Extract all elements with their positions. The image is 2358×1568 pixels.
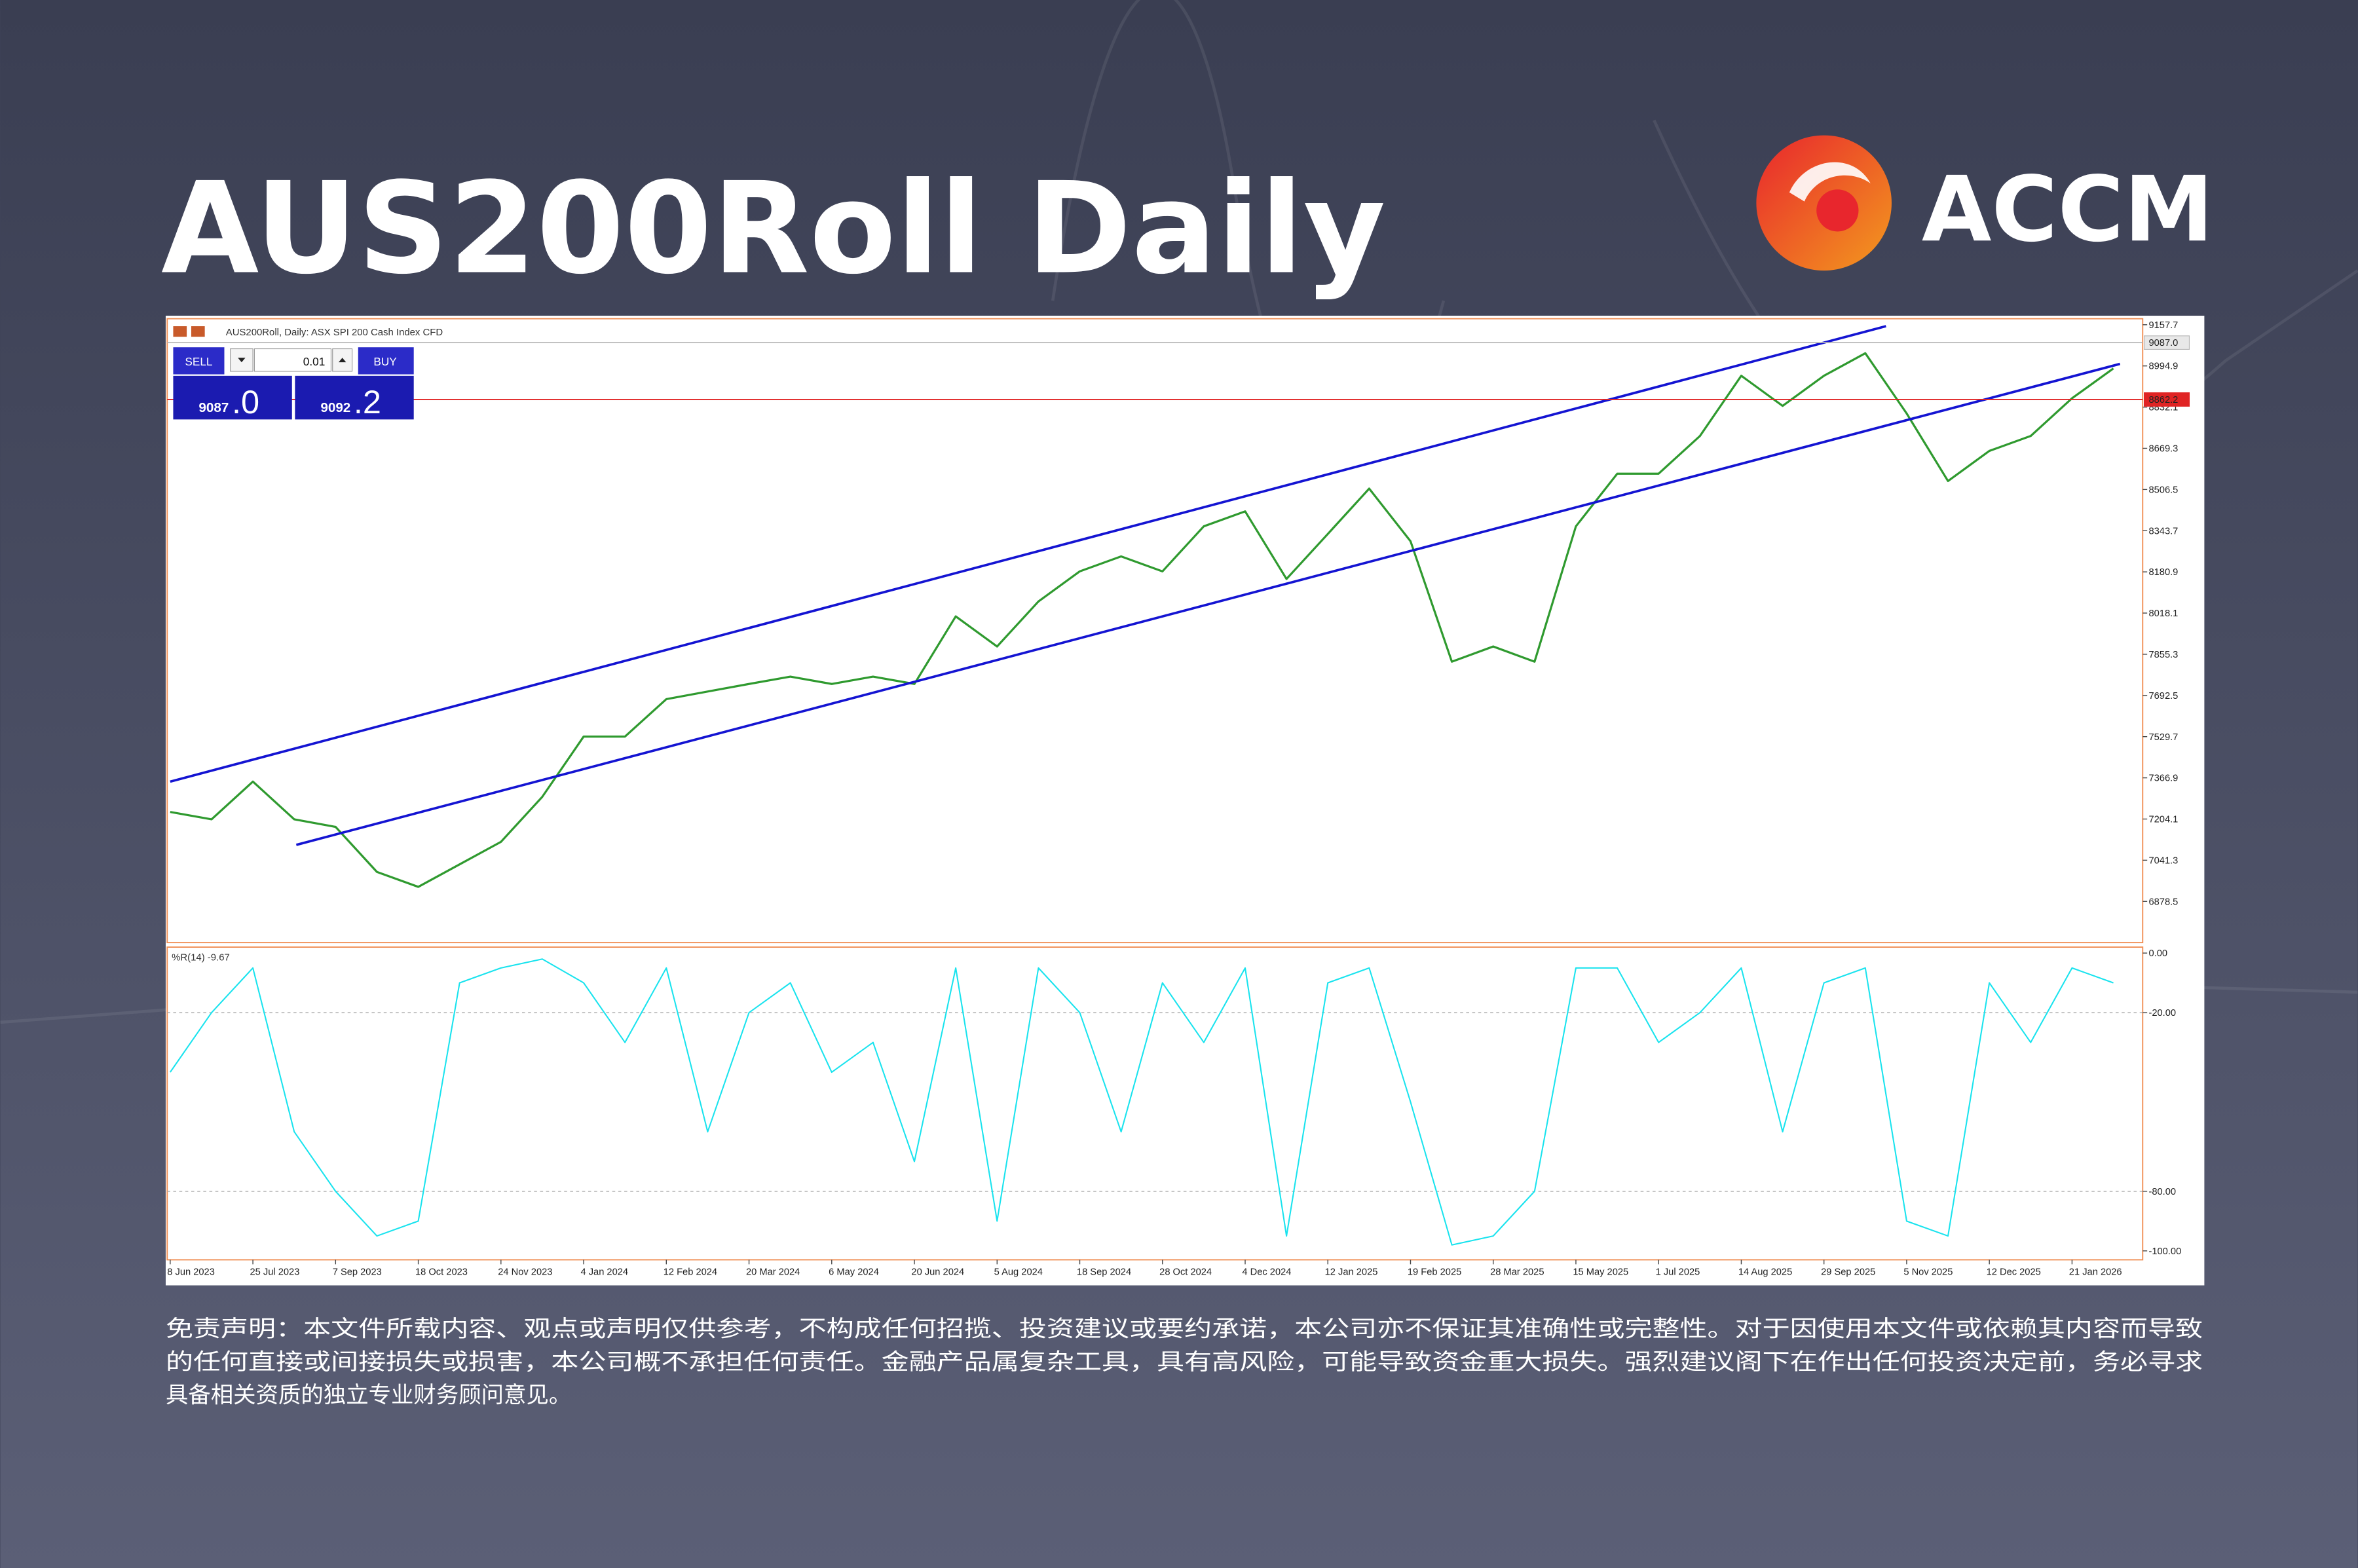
x-tick-label: 8 Jun 2023 [167, 1267, 215, 1277]
x-tick-label: 15 May 2025 [1573, 1267, 1628, 1277]
arrow-icon [238, 358, 246, 363]
y-tick-label: -100.00 [2148, 1246, 2181, 1257]
buy-label: BUY [373, 355, 397, 368]
x-tick-label: 5 Nov 2025 [1903, 1267, 1953, 1277]
window-icon [173, 326, 187, 337]
window-icon [191, 326, 205, 337]
y-tick-label: 8180.9 [2148, 567, 2178, 578]
price-label-box [2144, 392, 2190, 407]
price-label: 8862.2 [2148, 395, 2178, 405]
volume-input[interactable] [253, 348, 332, 372]
plot-layer: 9157.78994.98832.18669.38506.58343.78180… [167, 320, 2190, 1277]
disclaimer-line: 免责声明：本文件所载内容、观点或声明仅供参考，不构成任何招揽、投资建议或要约承诺… [166, 1316, 2203, 1343]
y-tick-label: 7204.1 [2148, 815, 2178, 825]
x-tick-label: 21 Jan 2026 [2069, 1267, 2122, 1277]
disclaimer-line: 的任何直接或间接损失或损害，本公司概不承担任何责任。金融产品属复杂工具，具有高风… [166, 1349, 2203, 1375]
bid-box[interactable] [173, 375, 292, 420]
x-tick-label: 4 Jan 2024 [580, 1267, 628, 1277]
buy-button[interactable] [358, 347, 414, 375]
volume-value: 0.01 [303, 355, 325, 368]
brand-logo: ACCM [1756, 135, 2214, 271]
bid-fraction: .0 [232, 383, 259, 420]
brand-name: ACCM [1922, 157, 2214, 262]
price-panel-frame [166, 318, 2144, 944]
y-tick-label: 7041.3 [2148, 855, 2178, 866]
x-tick-label: 24 Nov 2023 [498, 1267, 552, 1277]
y-tick-label: 6878.5 [2148, 897, 2178, 907]
x-tick-label: 18 Sep 2024 [1077, 1267, 1131, 1277]
price-label-box [2144, 335, 2190, 350]
x-tick-label: 4 Dec 2024 [1242, 1267, 1291, 1277]
x-tick-label: 12 Feb 2024 [664, 1267, 717, 1277]
x-tick-label: 20 Jun 2024 [911, 1267, 964, 1277]
ask-box[interactable] [295, 375, 414, 420]
trend-line [295, 362, 2121, 846]
x-tick-label: 20 Mar 2024 [746, 1267, 800, 1277]
y-tick-label: 7366.9 [2148, 774, 2178, 784]
price-label: 9087.0 [2148, 338, 2178, 348]
x-tick-label: 29 Sep 2025 [1821, 1267, 1875, 1277]
x-tick-label: 1 Jul 2025 [1656, 1267, 1700, 1277]
trend-line [170, 325, 1886, 783]
disclaimer-line: 具备相关资质的独立专业财务顾问意见。 [166, 1383, 571, 1409]
x-tick-label: 5 Aug 2024 [994, 1267, 1043, 1277]
y-tick-label: 7692.5 [2148, 691, 2178, 701]
bid-price: 9087 [198, 400, 229, 415]
arrow-icon [338, 358, 346, 363]
y-tick-label: 8994.9 [2148, 362, 2178, 372]
y-tick-label: 9157.7 [2148, 320, 2178, 331]
ask-fraction: .2 [354, 383, 381, 420]
data-line [170, 958, 2114, 1246]
y-tick-label: 8343.7 [2148, 526, 2178, 536]
y-tick-label: 8669.3 [2148, 444, 2178, 455]
y-tick-label: 8018.1 [2148, 608, 2178, 619]
y-tick-label: -80.00 [2148, 1187, 2176, 1197]
y-tick-label: 7855.3 [2148, 650, 2178, 660]
indicator-panel-frame [166, 946, 2144, 1261]
data-line [170, 352, 2114, 888]
x-tick-label: 19 Feb 2025 [1408, 1267, 1461, 1277]
x-tick-label: 12 Jan 2025 [1325, 1267, 1378, 1277]
chart-window [165, 316, 2205, 1286]
y-tick-label: -20.00 [2148, 1008, 2176, 1018]
x-tick-label: 28 Oct 2024 [1159, 1267, 1212, 1277]
x-tick-label: 7 Sep 2023 [333, 1267, 382, 1277]
sell-label: SELL [185, 355, 212, 368]
y-tick-label: 0.00 [2148, 948, 2167, 959]
page-title: AUS200Roll Daily [161, 155, 1385, 302]
chart-subtitle: AUS200Roll, Daily: ASX SPI 200 Cash Inde… [226, 327, 443, 338]
indicator-label: %R(14) -9.67 [172, 953, 230, 963]
x-tick-label: 25 Jul 2023 [250, 1267, 300, 1277]
x-tick-label: 12 Dec 2025 [1987, 1267, 2041, 1277]
x-tick-label: 18 Oct 2023 [415, 1267, 468, 1277]
sell-button[interactable] [173, 347, 225, 375]
y-tick-label: 8506.5 [2148, 485, 2178, 495]
trade-panel: SELL 0.01 BUY 9087 .0 9092 .2 [173, 347, 414, 420]
x-tick-label: 28 Mar 2025 [1490, 1267, 1544, 1277]
y-tick-label: 7529.7 [2148, 732, 2178, 743]
x-tick-label: 14 Aug 2025 [1738, 1267, 1792, 1277]
x-tick-label: 6 May 2024 [829, 1267, 879, 1277]
ask-price: 9092 [320, 400, 350, 415]
